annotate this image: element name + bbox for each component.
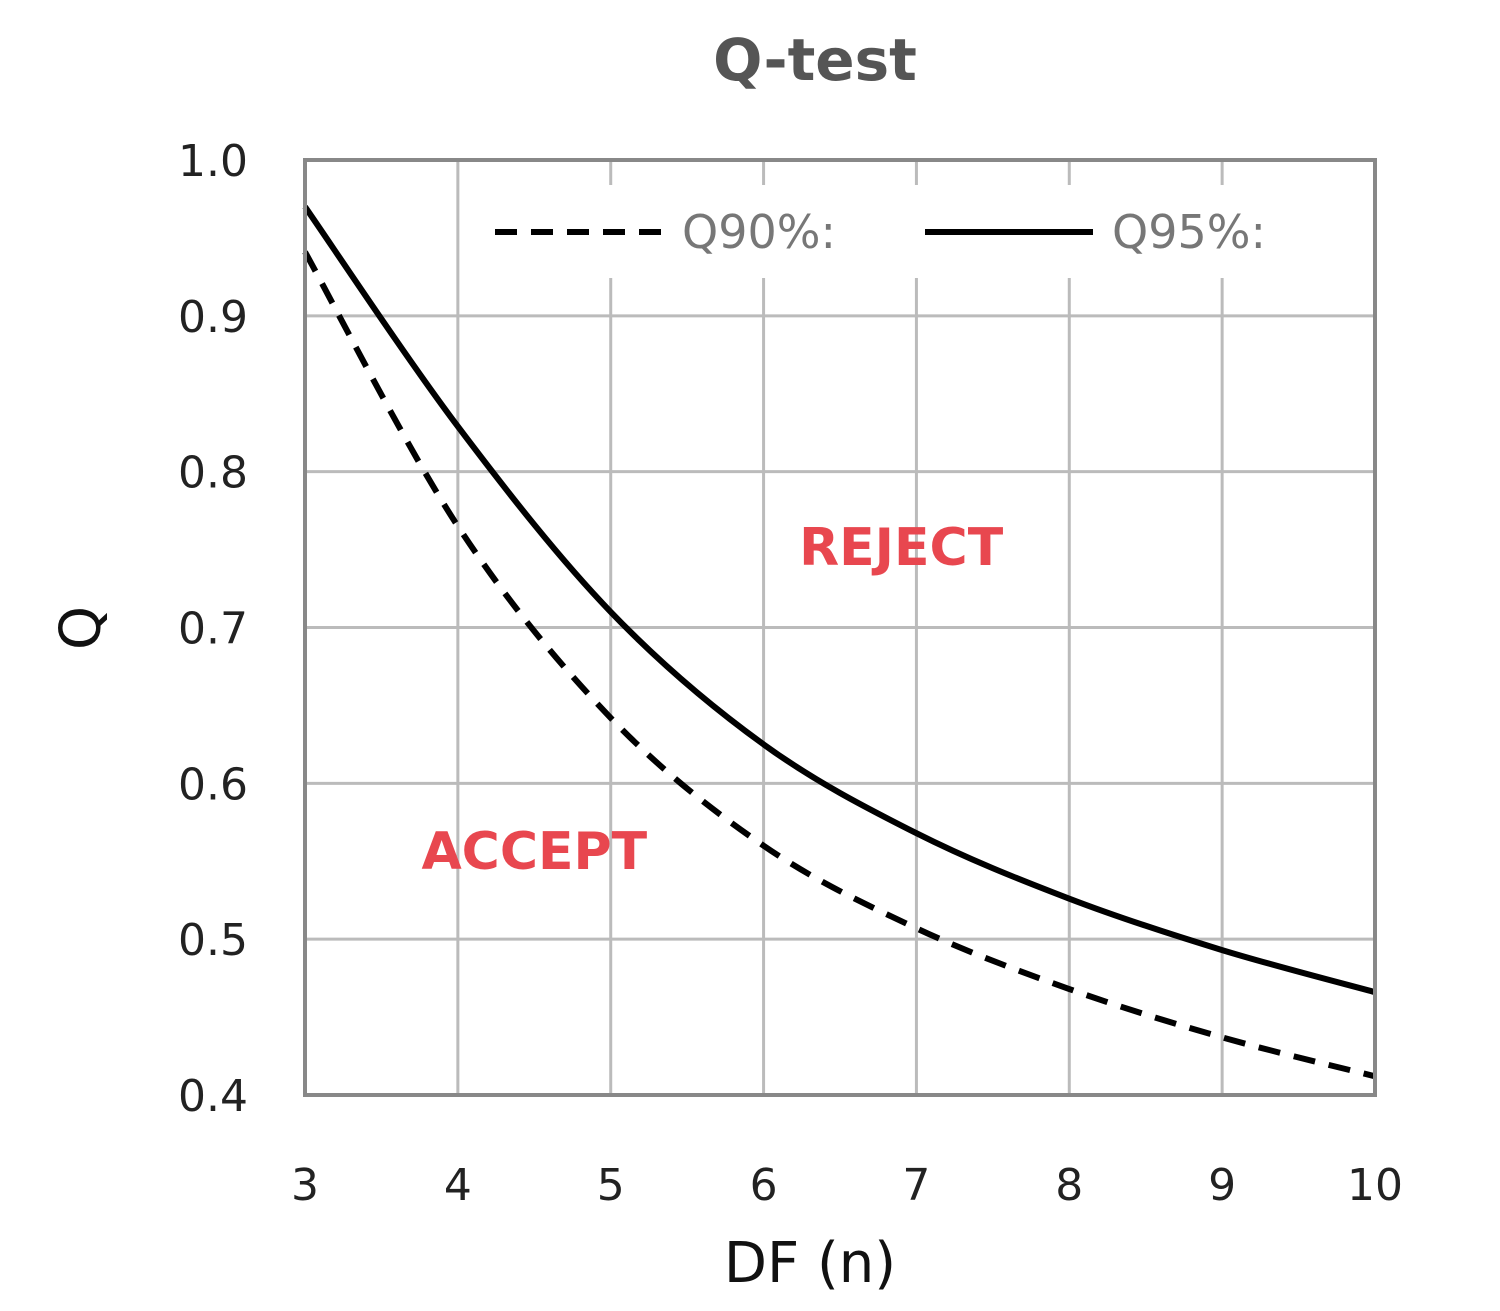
axis-ticks: 3 4 5 6 7 8 9 10 0.4 0.5 0.6 0.7 0.8 0.9 1.0 [178, 136, 1403, 1211]
x-tick-label: 7 [902, 1160, 930, 1211]
x-tick-label: 9 [1208, 1160, 1236, 1211]
region-label-accept: ACCEPT [421, 822, 647, 882]
x-tick-label: 4 [444, 1160, 472, 1211]
x-tick-label: 8 [1055, 1160, 1083, 1211]
y-tick-label: 0.8 [178, 448, 248, 499]
x-tick-label: 6 [750, 1160, 778, 1211]
y-tick-label: 1.0 [178, 136, 248, 187]
region-label-reject: REJECT [799, 518, 1004, 578]
x-tick-label: 3 [291, 1160, 319, 1211]
x-tick-label: 5 [597, 1160, 625, 1211]
y-tick-label: 0.5 [178, 915, 248, 966]
plot-frame [303, 158, 1377, 1097]
y-tick-label: 0.6 [178, 759, 248, 810]
series-line-q95 [302, 205, 1376, 996]
x-axis-label: DF (n) [724, 1231, 896, 1296]
x-tick-label: 10 [1347, 1160, 1403, 1211]
region-labels: REJECT ACCEPT [421, 518, 1003, 882]
y-tick-label: 0.9 [178, 292, 248, 343]
legend-label: Q95%: [1112, 205, 1266, 259]
y-tick-label: 0.7 [178, 604, 248, 655]
legend: Q90%: Q95%: [495, 205, 1266, 259]
chart-title: Q-test [713, 26, 917, 94]
y-axis-label: Q [49, 606, 114, 650]
legend-label: Q90%: [682, 205, 836, 259]
grid [303, 158, 1377, 1097]
y-tick-label: 0.4 [178, 1071, 248, 1122]
series-lines [302, 205, 1376, 1080]
series-line-q90 [302, 250, 1376, 1080]
